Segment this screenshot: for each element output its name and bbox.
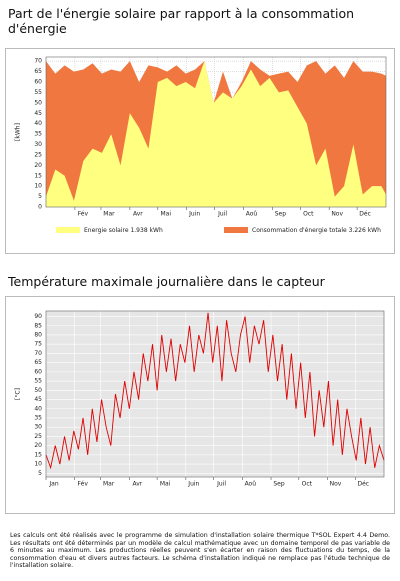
- plot-area: [46, 311, 384, 477]
- x-tick-label: Sep: [275, 211, 287, 218]
- x-tick-label: Mar: [103, 211, 115, 218]
- y-tick-label: 35: [34, 414, 42, 421]
- footer-note: Les calculs ont été réalisés avec le pro…: [10, 532, 390, 570]
- x-tick-label: Juin: [187, 481, 199, 488]
- chart-title: Température maximale journalière dans le…: [8, 274, 325, 289]
- x-tick-label: Juil: [216, 481, 226, 488]
- y-tick-label: 5: [38, 193, 42, 200]
- y-tick-label: 30: [34, 141, 42, 148]
- y-tick-label: 25: [34, 151, 42, 158]
- y-axis-label: [kWh]: [15, 123, 22, 141]
- y-tick-label: 40: [34, 120, 42, 127]
- y-tick-label: 75: [34, 341, 42, 348]
- y-tick-label: 45: [34, 110, 42, 117]
- legend-swatch: [56, 227, 80, 233]
- x-tick-label: Nov: [331, 211, 343, 218]
- x-tick-label: Avr: [133, 211, 143, 218]
- x-tick-label: Jan: [48, 481, 58, 488]
- x-tick-label: Déc: [359, 211, 371, 218]
- chart: [kWh] 0 5 10 15 20 25 30 35 40 45 50 55 60 65 70 Fév Mar A…: [15, 56, 387, 234]
- x-tick-label: Juin: [188, 211, 200, 218]
- chart: [°C] 5 10 15 20 25 30 35 40 45 50 55 60 65 70 75 80 85 90 J…: [15, 310, 385, 488]
- x-tick-label: Aoû: [246, 211, 258, 218]
- area: [46, 61, 386, 207]
- x-tick-label: Sep: [273, 481, 285, 488]
- chart-title: Part de l'énergie solaire par rapport à …: [8, 6, 355, 36]
- y-tick-label: 85: [34, 322, 42, 329]
- y-tick-label: 15: [34, 451, 42, 458]
- chart-frame: [°C] 5 10 15 20 25 30 35 40 45 50 55 60 65 70 75 80 85 90 J…: [5, 296, 395, 514]
- x-tick-label: Nov: [330, 481, 342, 488]
- x-tick-label: Mar: [103, 481, 115, 488]
- y-tick-label: 65: [34, 68, 42, 75]
- y-tick-label: 50: [34, 99, 42, 106]
- y-tick-label: 20: [34, 442, 42, 449]
- x-tick-label: Avr: [132, 481, 142, 488]
- y-tick-label: 70: [34, 58, 42, 65]
- y-tick-label: 90: [34, 313, 42, 320]
- x-tick-label: Aoû: [245, 481, 257, 488]
- y-tick-label: 30: [34, 424, 42, 431]
- legend-label: Consommation d'énergie totale 3.226 kWh: [252, 227, 381, 234]
- y-tick-label: 0: [38, 204, 42, 211]
- y-tick-label: 45: [34, 396, 42, 403]
- y-tick-label: 15: [34, 172, 42, 179]
- x-tick-label: Fév: [78, 211, 89, 218]
- y-tick-label: 35: [34, 131, 42, 138]
- x-tick-label: Fév: [78, 481, 89, 488]
- y-tick-label: 80: [34, 331, 42, 338]
- x-tick-label: Juil: [217, 211, 227, 218]
- y-tick-label: 40: [34, 405, 42, 412]
- y-tick-label: 55: [34, 378, 42, 385]
- x-tick-label: Déc: [357, 481, 369, 488]
- y-tick-label: 65: [34, 359, 42, 366]
- y-tick-label: 25: [34, 433, 42, 440]
- y-axis-label: [°C]: [15, 388, 22, 400]
- legend-swatch: [224, 227, 248, 233]
- y-tick-label: 55: [34, 89, 42, 96]
- y-tick-label: 20: [34, 162, 42, 169]
- plot-border: [45, 56, 387, 208]
- y-tick-label: 5: [38, 470, 42, 477]
- legend-label: Energie solaire 1.938 kWh: [84, 227, 163, 234]
- chart-frame: [kWh] 0 5 10 15 20 25 30 35 40 45 50 55 60 65 70 Fév Mar A…: [5, 48, 395, 254]
- x-tick-label: Mai: [161, 211, 172, 218]
- plot-border: [45, 310, 385, 478]
- x-tick-label: Oct: [302, 481, 313, 488]
- x-tick-label: Oct: [303, 211, 314, 218]
- y-tick-label: 10: [34, 183, 42, 190]
- x-tick-label: Mai: [160, 481, 171, 488]
- y-tick-label: 70: [34, 350, 42, 357]
- y-tick-label: 10: [34, 461, 42, 468]
- y-tick-label: 60: [34, 368, 42, 375]
- y-tick-label: 60: [34, 79, 42, 86]
- y-tick-label: 50: [34, 387, 42, 394]
- line: [45, 312, 385, 470]
